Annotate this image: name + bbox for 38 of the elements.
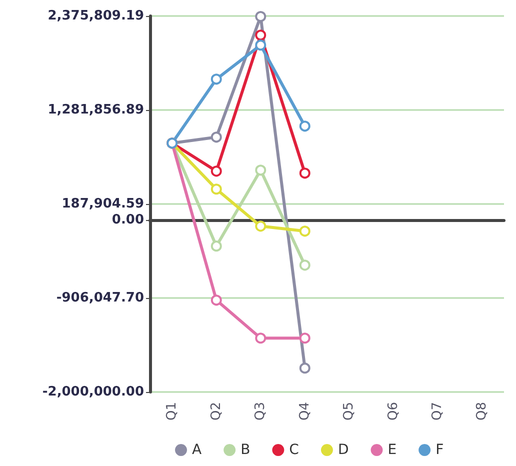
y-tick-label: -2,000,000.00 [42, 384, 144, 400]
y-tick-label: -906,047.70 [56, 290, 144, 306]
y-tick-label: 2,375,809.19 [48, 8, 144, 24]
y-tick-label: 1,281,856.89 [48, 102, 144, 118]
point [255, 40, 266, 51]
point [299, 332, 310, 344]
x-tick-label: Q3 [253, 402, 268, 421]
legend-label: D [338, 442, 349, 458]
point [210, 132, 222, 143]
legend-label: A [192, 442, 202, 458]
point [210, 166, 222, 177]
point [255, 164, 266, 176]
point [210, 74, 222, 85]
y-tick-label: 187,904.59 [62, 196, 144, 212]
point [299, 226, 310, 237]
point [299, 362, 310, 374]
point [299, 168, 310, 179]
legend-label: E [388, 442, 397, 458]
x-tick-label: Q7 [430, 402, 446, 421]
x-tick-label: Q6 [386, 402, 401, 421]
point [210, 184, 222, 195]
point [299, 120, 310, 132]
legend-label: F [436, 442, 444, 458]
x-tick-label: Q2 [208, 402, 224, 421]
point [255, 11, 266, 22]
point [255, 220, 266, 232]
point [255, 332, 266, 344]
point [210, 294, 222, 306]
legend-label: C [289, 442, 300, 458]
point [299, 260, 310, 271]
x-tick-label: Q1 [164, 402, 180, 421]
x-tick-label: Q4 [297, 402, 312, 421]
x-tick-label: Q5 [342, 402, 357, 421]
y-tick-label: 0.00 [112, 212, 144, 228]
legend-label: B [240, 442, 250, 458]
point [210, 240, 222, 252]
x-tick-label: Q8 [474, 402, 490, 421]
point [255, 30, 266, 41]
